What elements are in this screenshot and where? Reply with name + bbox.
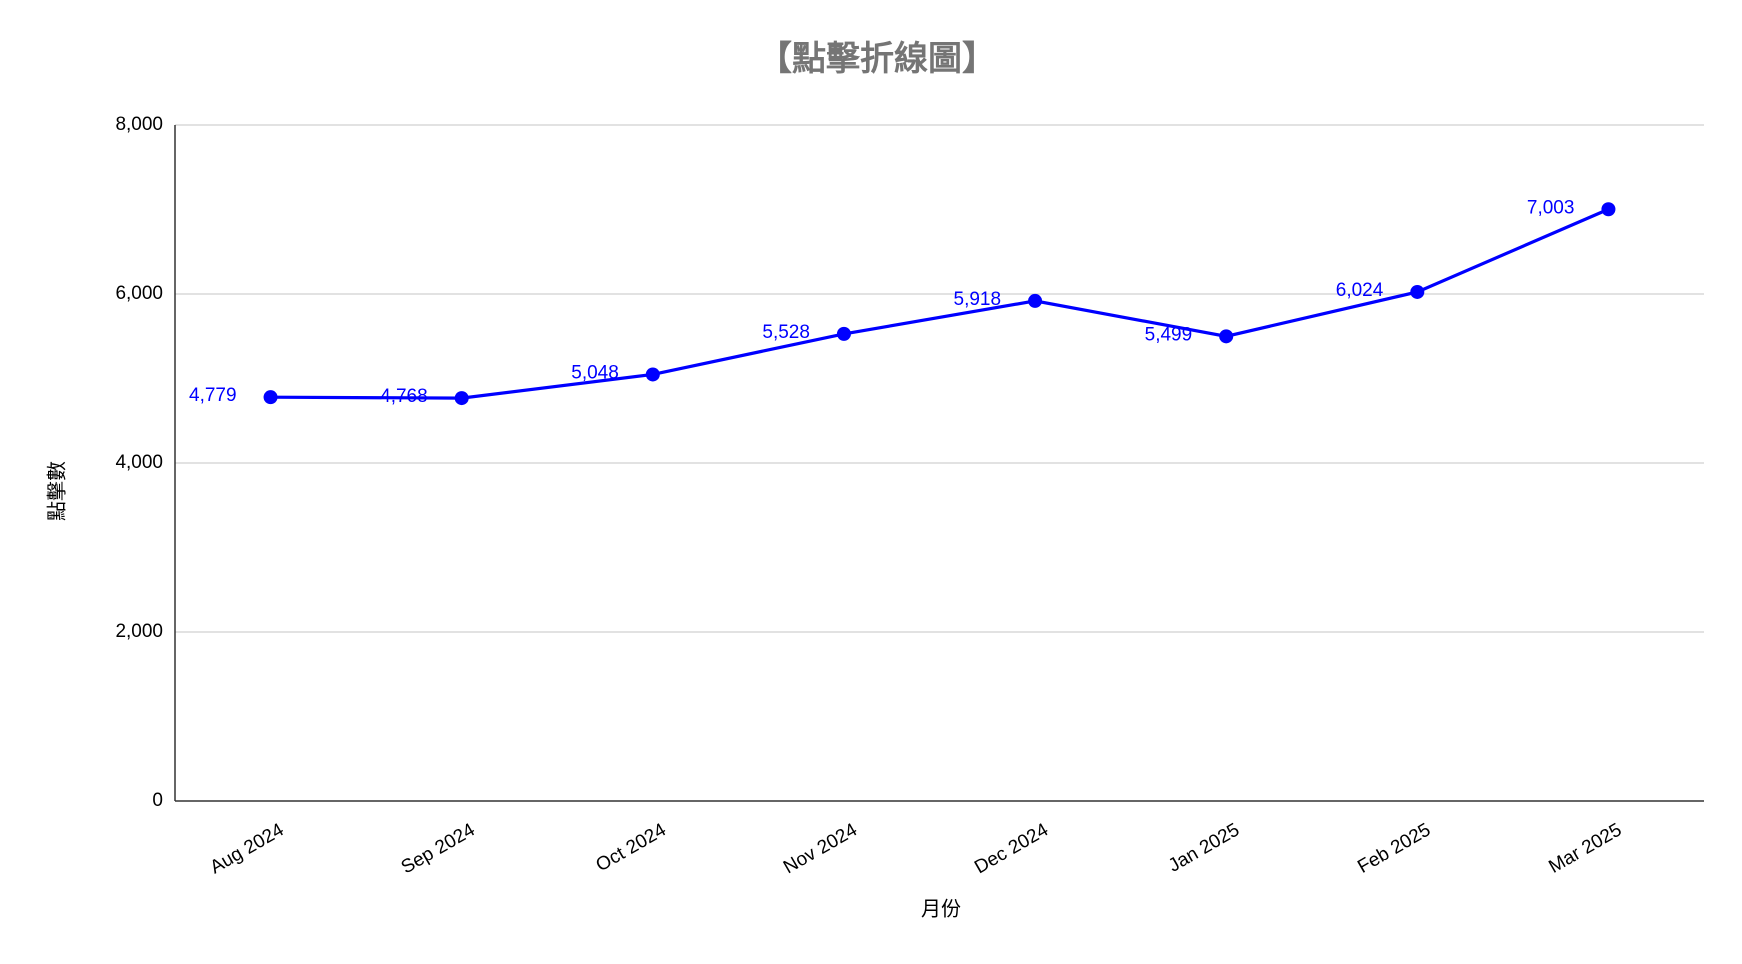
point: [1028, 293, 1043, 308]
y-tick-label: 2,000: [115, 621, 163, 642]
y-tick-label: 0: [152, 790, 163, 811]
data-label: 6,024: [1336, 280, 1384, 301]
data-label: 5,499: [1145, 324, 1193, 345]
x-tick-label: Dec 2024: [971, 819, 1052, 878]
y-tick-label: 6,000: [115, 283, 163, 304]
point: [263, 390, 278, 405]
y-axis-label: 點擊數: [45, 461, 68, 521]
data-label: 4,768: [380, 386, 428, 407]
point: [836, 326, 851, 341]
y-tick-label: 8,000: [115, 114, 163, 135]
x-tick-label: Mar 2025: [1545, 819, 1625, 877]
data-label: 5,528: [762, 322, 810, 343]
x-tick-label: Oct 2024: [593, 819, 671, 876]
x-axis-label: 月份: [921, 897, 961, 920]
point: [1410, 284, 1425, 299]
x-tick-label: Feb 2025: [1354, 819, 1434, 877]
point: [1219, 329, 1234, 344]
data-label: 5,918: [954, 289, 1002, 310]
y-tick-label: 4,000: [115, 452, 163, 473]
x-tick-label: Aug 2024: [207, 819, 288, 878]
point: [454, 391, 469, 406]
data-label: 4,779: [189, 385, 237, 406]
chart-title: 【點擊折線圖】: [758, 40, 996, 78]
data-label: 7,003: [1527, 197, 1575, 218]
x-tick-label: Nov 2024: [780, 819, 861, 878]
line: [270, 207, 1610, 400]
x-tick-label: Sep 2024: [398, 819, 479, 878]
x-tick-label: Jan 2025: [1165, 819, 1243, 876]
data-label: 5,048: [571, 362, 619, 383]
point: [645, 367, 660, 382]
point: [1601, 202, 1616, 217]
